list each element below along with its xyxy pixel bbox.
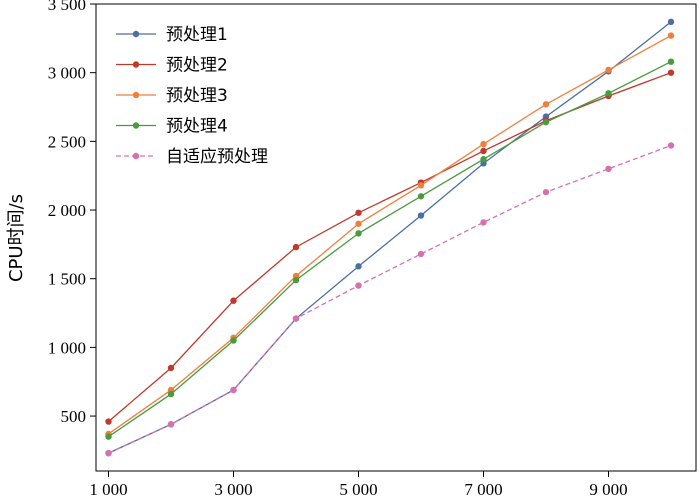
data-point [230,337,237,344]
data-point [605,66,612,74]
series-line [108,61,672,438]
data-point [480,156,487,163]
data-point [355,220,362,227]
data-point [542,188,550,196]
series-layer [105,18,675,457]
legend-label: 自适应预处理 [166,147,268,167]
legend-label: 预处理3 [166,86,228,106]
y-tick-label: 1 500 [48,270,86,289]
legend-item: 自适应预处理 [116,147,268,167]
data-point [167,364,175,372]
legend-label: 预处理1 [166,25,228,45]
legend-marker [132,61,140,68]
data-point [105,418,112,425]
series-1 [105,18,675,457]
y-tick-label: 3 500 [48,0,86,14]
series-5 [105,142,675,457]
data-point [105,433,112,440]
data-point [105,449,112,457]
data-point [542,101,550,108]
data-point [292,315,300,322]
data-point [355,263,362,270]
data-point [355,230,362,237]
x-tick-label: 9 000 [589,480,627,496]
data-point [667,32,675,39]
data-point [480,140,487,148]
legend-item: 预处理3 [116,86,228,106]
legend-item: 预处理2 [116,56,228,76]
data-point [417,193,425,200]
data-point [355,209,362,216]
data-point [230,386,237,394]
legend-item: 预处理4 [116,117,228,137]
y-tick-label: 3 000 [48,64,86,83]
y-tick-label: 2 500 [48,132,86,151]
legend-marker [132,122,140,129]
plot-frame [95,3,697,472]
y-tick-label: 1 000 [48,338,86,357]
data-point [292,243,300,251]
series-4 [105,58,675,440]
y-tick-label: 2 000 [48,201,86,220]
data-point [417,182,425,189]
data-point [417,212,425,219]
legend-item: 预处理1 [116,25,228,45]
series-line [108,35,672,435]
data-point [355,282,362,289]
data-point [417,250,425,258]
x-tick-label: 1 000 [89,480,127,496]
data-point [542,118,550,126]
data-point [167,421,175,428]
data-point [230,297,237,304]
data-point [605,165,612,173]
x-tick-label: 7 000 [464,480,502,496]
data-point [667,58,675,65]
x-tick-label: 5 000 [339,480,377,496]
data-point [292,276,300,284]
data-point [667,69,675,76]
legend: 预处理1 预处理2 预处理3 预处理4 自适应预处理 [116,25,268,167]
legend-label: 预处理4 [166,117,228,137]
series-line [108,144,672,454]
y-axis-title: CPU时间/s [6,194,27,282]
data-point [667,18,675,26]
data-point [480,147,487,155]
y-axis: 500 1 000 1 500 2 000 2 500 3 000 3 500 [48,0,96,426]
legend-label: 预处理2 [166,56,228,76]
legend-marker [132,30,140,38]
data-point [667,142,675,149]
legend-marker [132,152,140,160]
data-point [167,390,175,398]
legend-marker [132,91,140,99]
x-tick-label: 3 000 [214,480,252,496]
x-axis: 1 000 3 000 5 000 7 000 9 000 [89,471,628,496]
data-point [605,90,612,97]
data-point [480,219,487,226]
y-tick-label: 500 [61,407,87,426]
